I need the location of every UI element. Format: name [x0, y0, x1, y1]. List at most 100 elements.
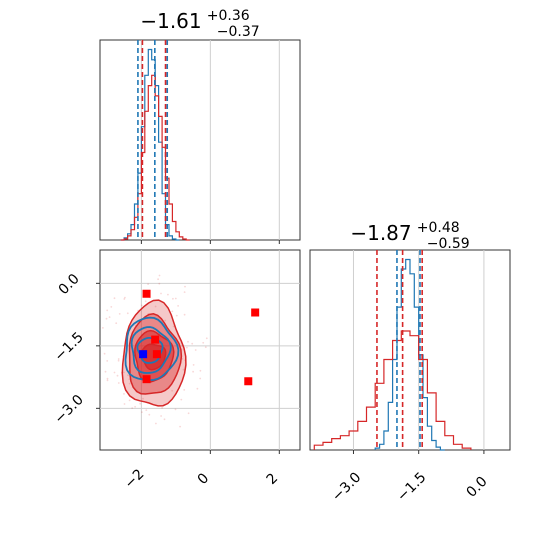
contour-panel-sample-point	[205, 337, 208, 340]
contour-panel-sample-point	[167, 293, 169, 296]
contour-panel-sample-point	[123, 393, 125, 395]
hist-panel-1-series-0-line	[120, 48, 180, 241]
contour-panel-sample-point	[128, 382, 131, 385]
contour-panel-sample-point	[123, 403, 126, 405]
contour-panel-sample-point	[194, 349, 197, 351]
contour-panel-sample-point	[106, 360, 109, 362]
contour-panel-sample-point	[187, 340, 189, 343]
marker-square-6	[139, 350, 148, 359]
contour-panel-sample-point	[174, 297, 177, 300]
contour-panel-sample-point	[199, 369, 202, 372]
contour-panel-sample-point	[199, 377, 202, 380]
contour-panel-ytick-label-1: −1.5	[51, 329, 86, 364]
contour-panel-sample-point	[105, 317, 108, 320]
hist-panel-2-frame	[309, 249, 511, 451]
hist-panel-2-title-value: −1.87	[350, 221, 411, 245]
hist-panel-2-ticks: −3.0 −1.5 0.0	[329, 450, 491, 505]
contour-panel-xtick-label-2: 2	[264, 470, 282, 488]
contour-panel-sample-point	[118, 313, 121, 315]
contour-panel-sample-point	[183, 291, 186, 293]
hist-panel-2-series-1-line	[313, 330, 472, 450]
contour-panel-sample-point	[127, 374, 129, 377]
hist-panel-1-quantiles	[137, 40, 169, 240]
contour-panel-frame	[99, 249, 301, 451]
contour-panel-sample-point	[183, 389, 186, 391]
hist-panel-2-xtick-label-2: 0.0	[464, 474, 491, 501]
hist-panel-2-series-0-line	[374, 258, 445, 451]
hist-panel-1-frame	[99, 39, 301, 241]
contour-panel-sample-point	[172, 297, 174, 300]
hist-panel-1-title-value: −1.61	[140, 9, 201, 33]
contour-panel-sample-point	[141, 411, 143, 413]
contour-panel-sample-point	[144, 300, 147, 303]
contour-panel-xtick-label-1: 0	[195, 470, 213, 488]
marker-square-3	[151, 335, 160, 344]
contour-panel-sample-point	[113, 371, 116, 374]
contour-panel-sample-point	[160, 415, 163, 417]
hist-panel-2-xtick-label-1: −1.5	[394, 469, 429, 504]
hist-panel-2-title-sup: +0.48	[417, 220, 460, 236]
contour-panel-sample-point	[182, 368, 185, 371]
contour-panel-sample-point	[177, 305, 180, 307]
hist-panel-2-title: −1.87 +0.48 −0.59	[350, 217, 469, 252]
contour-panel-sample-point	[192, 370, 195, 373]
hist-panel-1-title: −1.61 +0.36 −0.37	[140, 5, 259, 40]
contour-panel-x-ticks: −2 0 2	[122, 450, 282, 492]
marker-square-4	[152, 350, 161, 359]
contour-panel-sample-point	[157, 278, 160, 281]
contour-panel-sample-point	[171, 389, 174, 392]
hist-panel-2: −3.0 −1.5 0.0 −1.87 +0.48 −0.59	[309, 217, 511, 505]
contour-1-level-1	[130, 326, 172, 374]
hist-panel-2-title-sub: −0.59	[427, 236, 470, 252]
contour-panel-scatter	[102, 274, 208, 428]
hist-panel-1-bars	[120, 48, 190, 241]
contour-panel-ytick-label-0: 0.0	[56, 271, 83, 298]
contour-panel-sample-point	[158, 274, 161, 277]
contour-panel-sample-point	[148, 413, 151, 416]
contour-panel-sample-point	[103, 352, 106, 355]
contour-panel-sample-point	[142, 397, 144, 400]
contour-panel-sample-point	[179, 425, 182, 428]
contour-panel-sample-point	[204, 346, 207, 349]
contour-panel-sample-point	[126, 312, 129, 315]
contour-panel-sample-point	[134, 405, 137, 408]
contour-panel-sample-point	[164, 319, 167, 322]
contour-panel-markers	[139, 289, 260, 386]
contour-panel-sample-point	[115, 322, 118, 325]
contour-panel-sample-point	[123, 371, 125, 374]
contour-panel-sample-point	[131, 407, 134, 409]
contour-panel-sample-point	[163, 418, 166, 421]
contour-panel-ytick-label-2: −3.0	[51, 392, 86, 427]
contour-panel-sample-point	[160, 292, 162, 295]
contour-panel-sample-point	[191, 342, 194, 345]
contour-panel-sample-point	[104, 370, 107, 373]
hist-panel-1-title-sub: −0.37	[217, 24, 260, 40]
hist-panel-1: −1.61 +0.36 −0.37	[99, 5, 301, 244]
contour-panel-sample-point	[171, 310, 174, 313]
contour-1-level-0	[124, 316, 180, 382]
contour-panel-sample-point	[175, 314, 178, 317]
hist-panel-1-ticks	[140, 240, 280, 244]
contour-panel-sample-point	[128, 378, 131, 381]
hist-panel-2-bars	[313, 258, 472, 451]
contour-panel-sample-point	[117, 358, 120, 360]
contour-panel-sample-point	[155, 422, 157, 425]
contour-panel-sample-point	[161, 407, 164, 409]
contour-panel-sample-point	[154, 305, 157, 308]
contour-panel-sample-point	[117, 382, 120, 384]
contour-panel-sample-point	[187, 412, 190, 415]
contour-panel-sample-point	[174, 408, 177, 411]
contour-panel-sample-point	[158, 282, 161, 285]
contour-panel-sample-point	[116, 374, 119, 377]
contour-panel-sample-point	[172, 325, 175, 328]
contour-panel-sample-point	[124, 296, 126, 299]
contour-panel-sample-point	[202, 341, 205, 344]
hist-panel-2-quantiles	[376, 250, 423, 450]
marker-square-2	[244, 377, 253, 386]
contour-panel: −2 0 2 0.0 −1.5 −3.0	[51, 249, 301, 492]
contour-panel-sample-point	[184, 285, 186, 288]
contour-panel-sample-point	[186, 346, 188, 349]
hist-panel-1-series-1-line	[120, 74, 190, 241]
contour-panel-sample-point	[106, 309, 109, 312]
